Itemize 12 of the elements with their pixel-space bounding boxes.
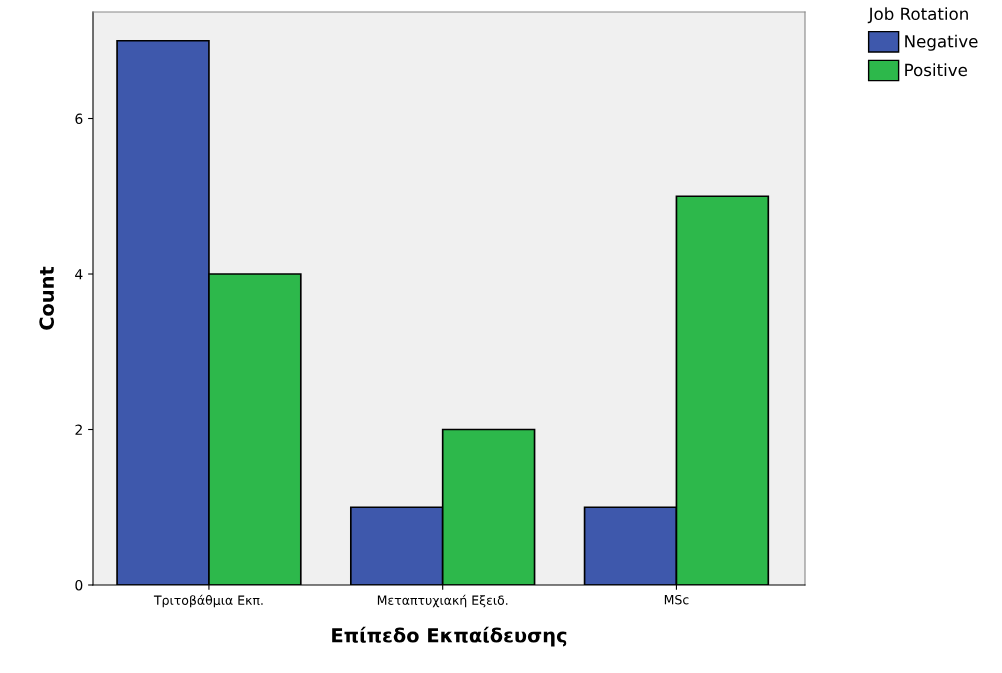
x-tick-label: Μεταπτυχιακή Εξειδ. <box>377 594 508 608</box>
legend-label: Positive <box>905 63 967 77</box>
legend-title: Job Rotation <box>867 7 968 24</box>
x-tick-label: Τριτοβάθμια Εκπ. <box>153 594 263 608</box>
legend-label: Negative <box>905 34 978 51</box>
x-tick-label: MSc <box>664 594 689 605</box>
y-tick-label: 6 <box>75 113 83 124</box>
y-axis-title: Count <box>39 266 55 330</box>
y-tick-label: 0 <box>75 579 83 591</box>
y-tick-label: 2 <box>75 424 82 435</box>
y-tick-label: 4 <box>75 269 83 280</box>
x-axis-title: Επίπεδο Εκπαίδευσης <box>332 626 567 647</box>
